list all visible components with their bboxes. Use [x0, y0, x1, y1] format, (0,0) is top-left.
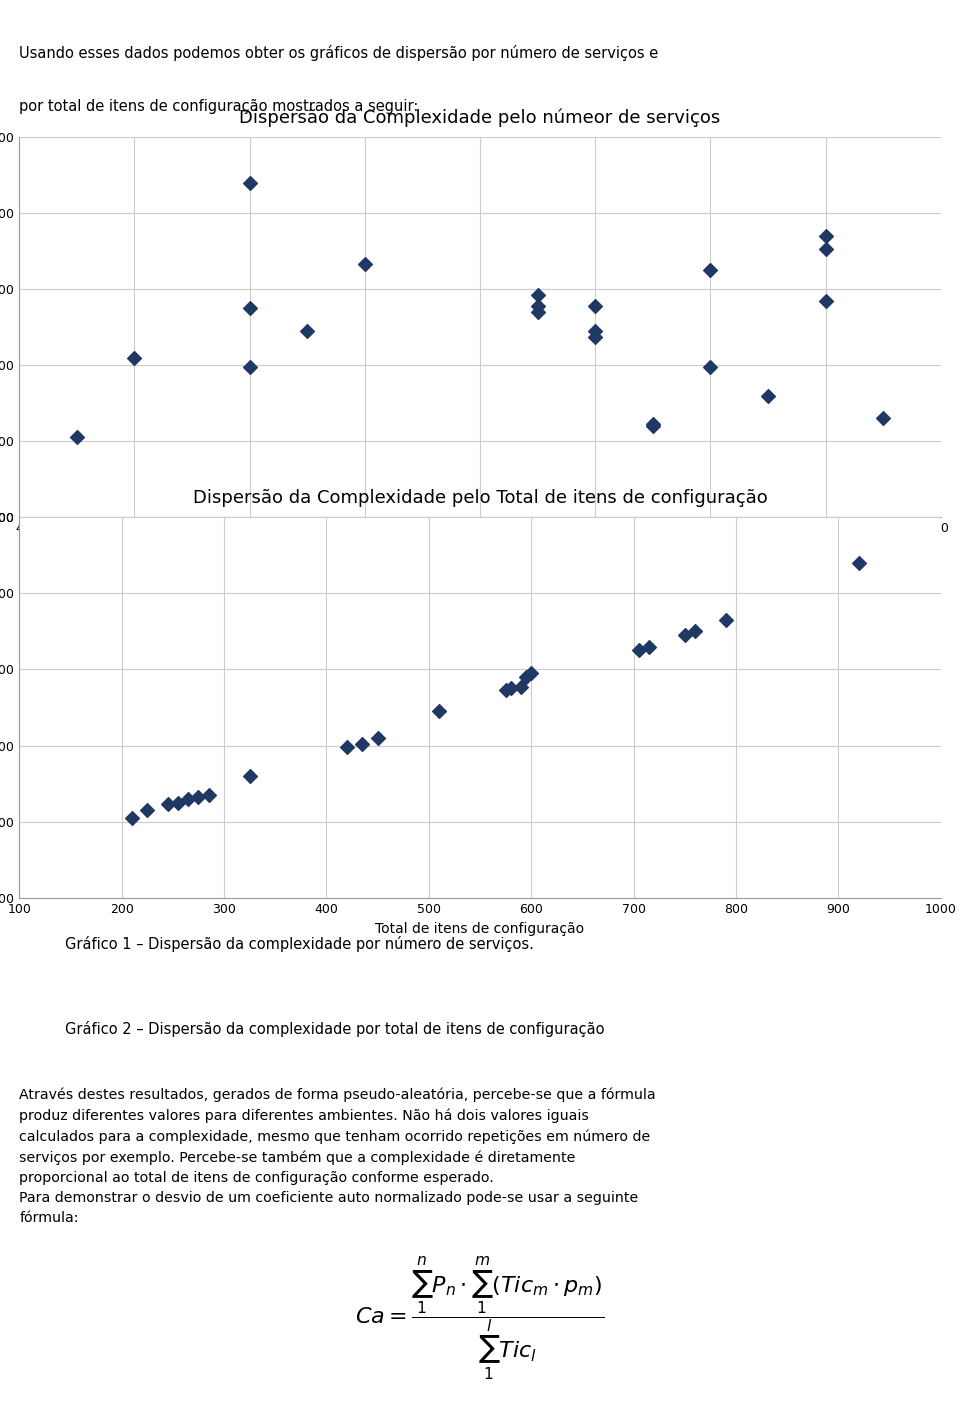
Point [139, 799, 155, 822]
Text: Usando esses dados podemos obter os gráficos de dispersão por número de serviços: Usando esses dados podemos obter os gráf… [19, 45, 659, 61]
Point [160, 794, 176, 816]
Point [530, 294, 545, 317]
Text: Gráfico 2 – Dispersão da complexidade por total de itens de configuração: Gráfico 2 – Dispersão da complexidade po… [65, 1022, 605, 1037]
Point [876, 408, 891, 430]
Point [498, 679, 514, 702]
Title: Dispersão da Complexidade pelo númeor de serviços: Dispersão da Complexidade pelo númeor de… [239, 109, 721, 127]
Text: $Ca = \dfrac{\sum_{1}^{n} P_n \cdot \sum_{1}^{m} (Tic_m \cdot p_m)}{\sum_{1}^{l}: $Ca = \dfrac{\sum_{1}^{n} P_n \cdot \sum… [355, 1255, 605, 1382]
Title: Dispersão da Complexidade pelo Total de itens de configuração: Dispersão da Complexidade pelo Total de … [193, 490, 767, 508]
Point [645, 413, 660, 436]
Point [852, 552, 867, 574]
Point [124, 807, 139, 829]
Point [242, 355, 257, 378]
Point [818, 225, 833, 248]
Point [588, 320, 603, 342]
Point [127, 347, 142, 369]
Point [431, 700, 446, 723]
Point [191, 785, 206, 808]
Point [242, 297, 257, 320]
Point [687, 620, 703, 642]
Text: Gráfico 1 – Dispersão da complexidade por número de serviços.: Gráfico 1 – Dispersão da complexidade po… [65, 935, 534, 952]
Point [530, 300, 545, 323]
Point [645, 415, 660, 437]
Point [818, 289, 833, 311]
Point [354, 733, 370, 756]
Point [300, 320, 315, 342]
Point [170, 791, 185, 814]
Point [357, 253, 372, 276]
Point [677, 624, 692, 647]
Point [641, 635, 657, 658]
Point [588, 294, 603, 317]
Text: por total de itens de configuração mostrados a seguir:: por total de itens de configuração mostr… [19, 99, 419, 115]
Point [818, 238, 833, 260]
Point [703, 259, 718, 282]
Point [242, 171, 257, 194]
X-axis label: Número de serviços: Número de serviços [411, 542, 549, 556]
Text: Através destes resultados, gerados de forma pseudo-aleatória, percebe-se que a f: Através destes resultados, gerados de fo… [19, 1088, 656, 1225]
Point [201, 784, 216, 807]
Point [339, 736, 354, 758]
Point [530, 283, 545, 306]
Point [523, 662, 539, 685]
Point [760, 385, 776, 408]
Point [718, 608, 733, 631]
Point [242, 764, 257, 787]
Point [518, 665, 534, 688]
Point [514, 675, 529, 698]
Point [631, 640, 646, 662]
Point [370, 727, 385, 750]
Point [703, 355, 718, 378]
X-axis label: Total de itens de configuração: Total de itens de configuração [375, 923, 585, 937]
Point [180, 788, 196, 811]
Point [503, 678, 518, 700]
Point [588, 325, 603, 348]
Point [69, 426, 84, 449]
